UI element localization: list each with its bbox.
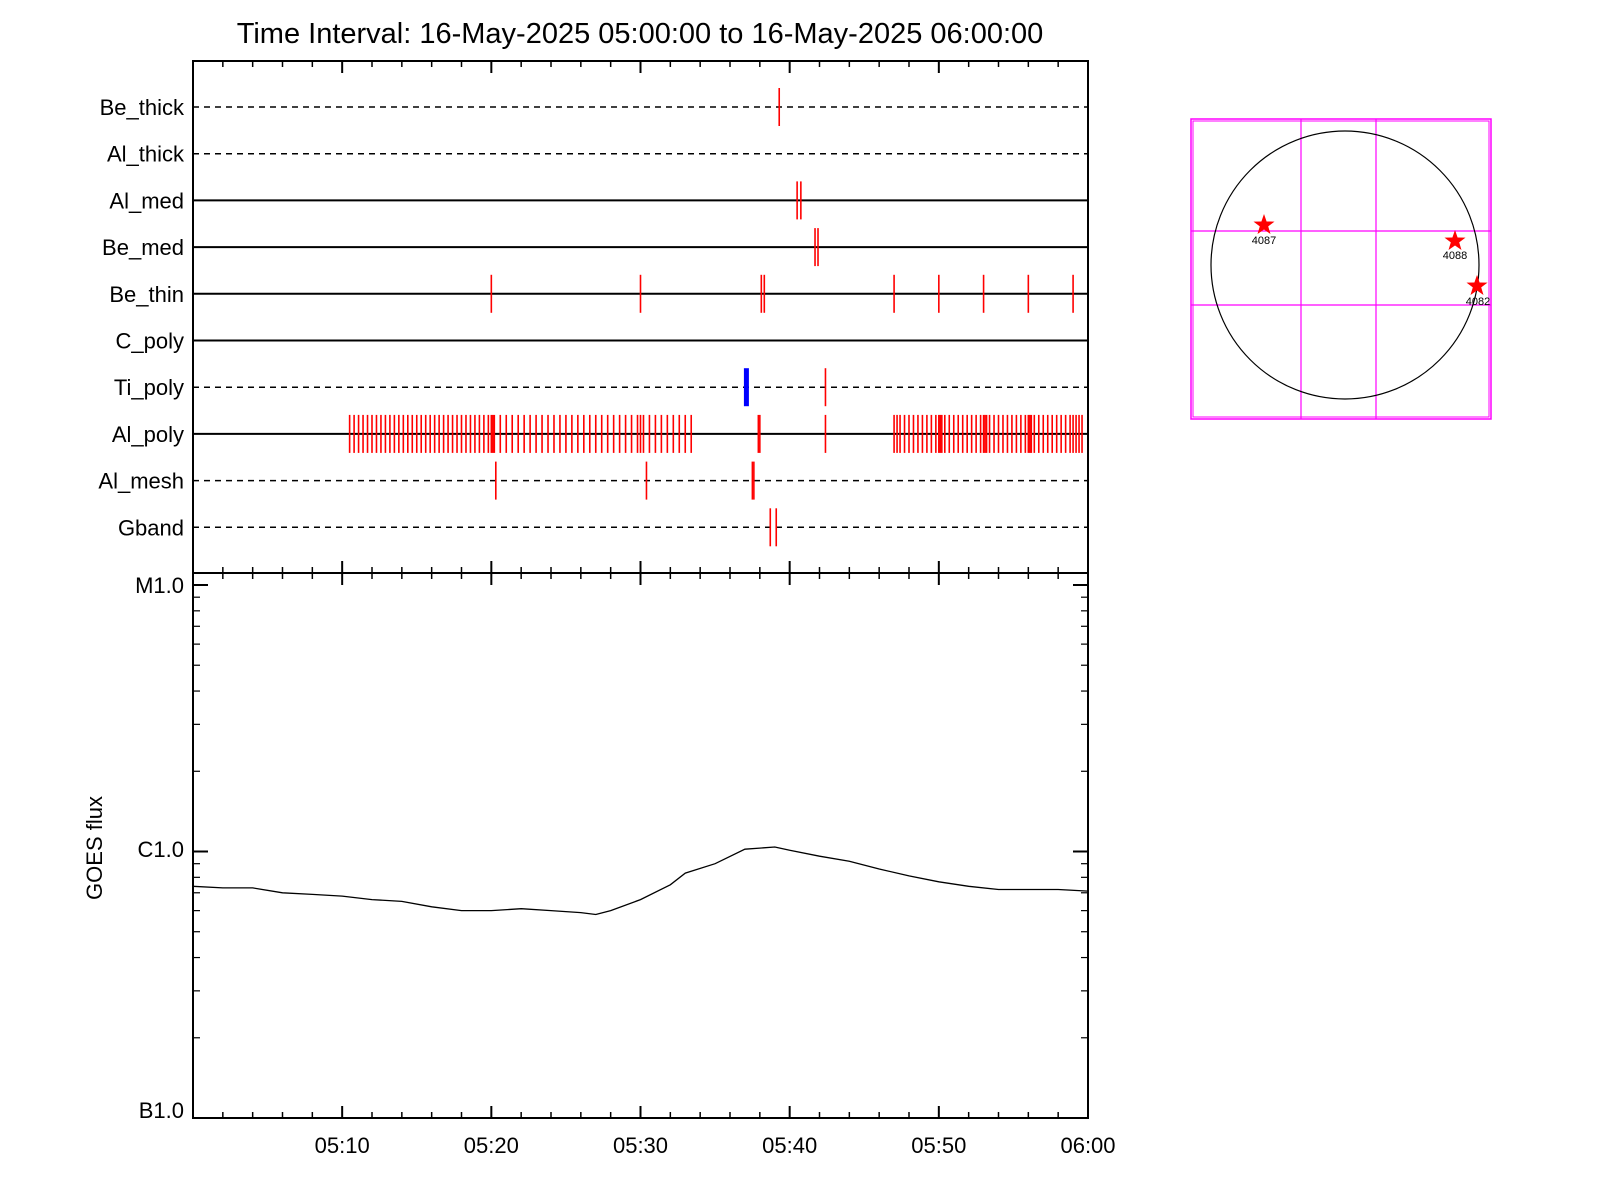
track-label: Gband — [118, 515, 184, 540]
chart-title: Time Interval: 16-May-2025 05:00:00 to 1… — [237, 18, 1044, 50]
goes-ylabel: GOES flux — [82, 796, 107, 900]
goes-xtick-label: 06:00 — [1060, 1133, 1115, 1158]
timeline-frame — [192, 60, 1089, 574]
timeline-tracks: Be_thick Al_thick Al_med Be_med Be_thin C_pol… — [98, 88, 1088, 547]
track-be-med: Be_med — [102, 228, 1088, 267]
track-label: Ti_poly — [114, 375, 184, 400]
track-gband: Gband — [118, 508, 1088, 547]
region-star-4087 — [1253, 214, 1275, 234]
goes-xtick-label: 05:50 — [911, 1133, 966, 1158]
region-label-4087: 4087 — [1252, 235, 1276, 247]
track-c-poly: C_poly — [116, 329, 1088, 354]
region-label-4088: 4088 — [1443, 250, 1467, 262]
track-label: Be_med — [102, 235, 184, 260]
track-ti-poly: Ti_poly — [114, 368, 1088, 407]
goes-x-tick-labels: 05:10 05:20 05:30 05:40 05:50 06:00 — [315, 1133, 1116, 1158]
solar-disk-map: 4087 4088 4082 — [1190, 118, 1492, 420]
solar-limb — [1210, 130, 1480, 400]
goes-xtick-label: 05:20 — [464, 1133, 519, 1158]
track-label: Al_thick — [107, 142, 185, 167]
track-al-mesh: Al_mesh — [98, 461, 1088, 500]
track-be-thin: Be_thin — [109, 274, 1088, 313]
track-be-thick: Be_thick — [100, 88, 1088, 126]
goes-flux-line — [192, 846, 1089, 916]
track-label: Al_med — [109, 188, 184, 213]
goes-ytick-label-b: B1.0 — [139, 1098, 184, 1123]
region-star-4082 — [1466, 275, 1488, 295]
goes-flux-panel: GOES flux M1.0 C1.0 B1.0 05:10 05:20 05:30… — [82, 572, 1116, 1158]
track-label: Be_thin — [109, 282, 184, 307]
timeline-ticks — [192, 61, 1089, 573]
track-label: C_poly — [116, 329, 184, 354]
region-label-4082: 4082 — [1466, 296, 1490, 308]
track-label: Be_thick — [100, 95, 185, 120]
goes-xtick-label: 05:30 — [613, 1133, 668, 1158]
event-timeline-panel: Be_thick Al_thick Al_med Be_med Be_thin C_pol… — [98, 60, 1089, 574]
goes-ytick-label-c: C1.0 — [138, 837, 184, 862]
track-al-med: Al_med — [109, 181, 1088, 220]
goes-xtick-label: 05:40 — [762, 1133, 817, 1158]
goes-frame — [192, 572, 1089, 1119]
track-al-thick: Al_thick — [107, 142, 1088, 167]
track-label: Al_poly — [112, 422, 184, 447]
goes-ticks — [192, 573, 1089, 1119]
goes-ytick-label-m: M1.0 — [135, 573, 184, 598]
map-frame-inner — [1192, 120, 1490, 418]
track-al-poly: Al_poly — [112, 414, 1088, 453]
region-star-4088 — [1444, 230, 1466, 250]
map-frame-outer — [1190, 118, 1492, 420]
goes-xtick-label: 05:10 — [315, 1133, 370, 1158]
track-label: Al_mesh — [98, 469, 184, 494]
